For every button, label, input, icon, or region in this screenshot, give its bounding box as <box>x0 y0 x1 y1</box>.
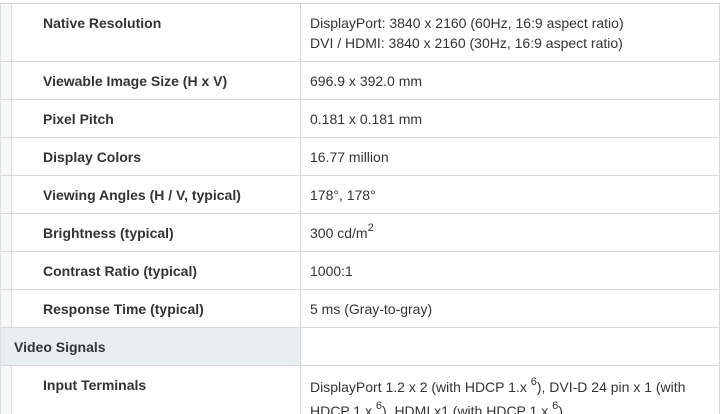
spec-value: 5 ms (Gray-to-gray) <box>301 290 719 327</box>
section-header: Video Signals <box>1 328 301 365</box>
spec-label-text: Display Colors <box>43 149 142 165</box>
spec-label: Contrast Ratio (typical) <box>12 252 301 289</box>
spec-label-text: Viewing Angles (H / V, typical) <box>43 187 241 203</box>
spec-value: 696.9 x 392.0 mm <box>301 62 719 99</box>
spec-value: DisplayPort: 3840 x 2160 (60Hz, 16:9 asp… <box>301 4 719 61</box>
spec-value: 16.77 million <box>301 138 719 175</box>
row-gutter <box>1 138 12 175</box>
section-header-text: Video Signals <box>14 339 106 355</box>
value-text: 178°, 178° <box>310 187 376 203</box>
spec-label: Native Resolution <box>12 4 301 61</box>
table-row-brightness: Brightness (typical) 300 cd/m2 <box>1 214 719 252</box>
spec-label-text: Contrast Ratio (typical) <box>43 263 198 279</box>
spec-label: Brightness (typical) <box>12 214 301 251</box>
row-gutter <box>1 366 12 414</box>
spec-label: Viewable Image Size (H x V) <box>12 62 301 99</box>
row-gutter <box>1 176 12 213</box>
spec-value: 300 cd/m2 <box>301 214 719 251</box>
table-row-display-colors: Display Colors 16.77 million <box>1 138 719 176</box>
spec-label-text: Pixel Pitch <box>43 111 114 127</box>
superscript-2: 2 <box>367 222 374 235</box>
spec-label-text: Input Terminals <box>43 377 147 393</box>
spec-label: Input Terminals <box>12 366 301 414</box>
value-text: 300 cd/m <box>310 225 368 241</box>
spec-label-text: Native Resolution <box>43 15 162 31</box>
value-text: 0.181 x 0.181 mm <box>310 111 423 127</box>
row-gutter <box>1 62 12 99</box>
row-gutter <box>1 100 12 137</box>
value-line: DisplayPort: 3840 x 2160 (60Hz, 16:9 asp… <box>310 15 624 31</box>
footnote-superscript-6: 6 <box>552 400 559 413</box>
row-gutter <box>1 290 12 327</box>
table-row-input-terminals: Input Terminals DisplayPort 1.2 x 2 (wit… <box>1 366 719 414</box>
spec-value: 0.181 x 0.181 mm <box>301 100 719 137</box>
section-empty-cell <box>301 328 719 365</box>
spec-label-text: Response Time (typical) <box>43 301 204 317</box>
table-row-contrast-ratio: Contrast Ratio (typical) 1000:1 <box>1 252 719 290</box>
value-text: 16.77 million <box>310 149 389 165</box>
row-gutter <box>1 252 12 289</box>
spec-value: 178°, 178° <box>301 176 719 213</box>
value-text: ), HDMI x1 (with HDCP 1.x <box>382 403 553 414</box>
row-gutter <box>1 4 12 61</box>
row-gutter <box>1 214 12 251</box>
spec-label: Response Time (typical) <box>12 290 301 327</box>
value-text: ), DVI-D 24 pin x 1 (with HDCP 1.x <box>310 379 686 414</box>
value-text: 5 ms (Gray-to-gray) <box>310 301 433 317</box>
value-line: DVI / HDMI: 3840 x 2160 (30Hz, 16:9 aspe… <box>310 35 623 51</box>
spec-label: Display Colors <box>12 138 301 175</box>
table-row-viewing-angles: Viewing Angles (H / V, typical) 178°, 17… <box>1 176 719 214</box>
footnote-superscript-6: 6 <box>530 376 537 389</box>
value-text: 696.9 x 392.0 mm <box>310 73 423 89</box>
value-text: ) <box>558 403 563 414</box>
value-text: 1000:1 <box>310 263 353 279</box>
table-section-row-video-signals: Video Signals <box>1 328 719 366</box>
spec-value: DisplayPort 1.2 x 2 (with HDCP 1.x 6), D… <box>301 366 719 414</box>
spec-label-text: Brightness (typical) <box>43 225 174 241</box>
table-row-viewable-image-size: Viewable Image Size (H x V) 696.9 x 392.… <box>1 62 719 100</box>
value-text: DisplayPort 1.2 x 2 (with HDCP 1.x <box>310 379 531 395</box>
spec-value: 1000:1 <box>301 252 719 289</box>
table-row-native-resolution: Native Resolution DisplayPort: 3840 x 21… <box>1 4 719 62</box>
spec-label: Pixel Pitch <box>12 100 301 137</box>
footnote-superscript-6: 6 <box>375 400 382 413</box>
spec-label: Viewing Angles (H / V, typical) <box>12 176 301 213</box>
table-row-pixel-pitch: Pixel Pitch 0.181 x 0.181 mm <box>1 100 719 138</box>
spec-table: Native Resolution DisplayPort: 3840 x 21… <box>0 3 720 414</box>
spec-label-text: Viewable Image Size (H x V) <box>43 73 228 89</box>
table-row-response-time: Response Time (typical) 5 ms (Gray-to-gr… <box>1 290 719 328</box>
